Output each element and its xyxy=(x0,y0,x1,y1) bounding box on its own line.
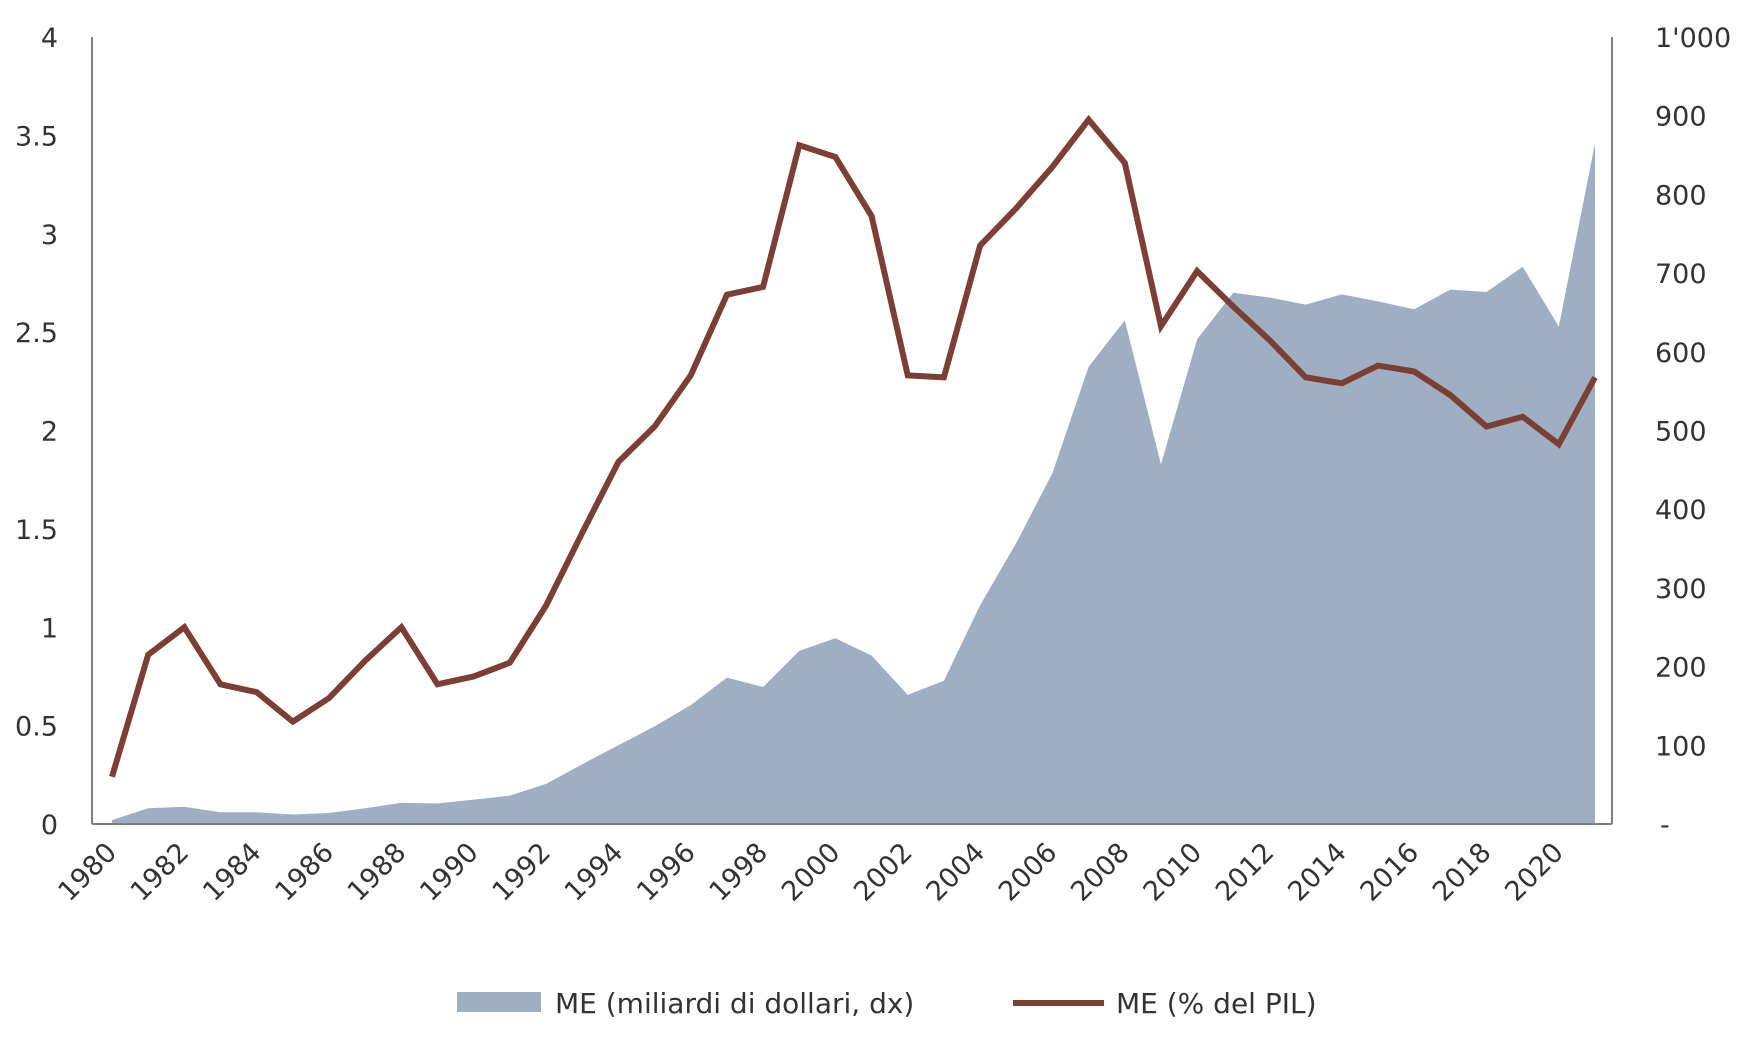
left-axis-tick-label: 0 xyxy=(41,810,58,841)
line-series-me-pct-gdp xyxy=(109,114,1598,778)
line-layer xyxy=(109,114,1598,778)
left-axis-tick-label: 1 xyxy=(41,613,58,644)
x-axis-tick-label: 2002 xyxy=(848,837,919,908)
x-axis-tick-label: 2018 xyxy=(1427,837,1498,908)
x-axis-tick-label: 1982 xyxy=(125,837,196,908)
left-axis-tick-label: 3.5 xyxy=(15,121,58,152)
left-axis-ticks: 0 0.5 1 1.5 2 2.5 3 3.5 4 xyxy=(15,23,58,841)
right-axis-tick-label: 300 xyxy=(1655,574,1707,605)
legend-label-area: ME (miliardi di dollari, dx) xyxy=(555,987,914,1020)
x-axis-tick-label: 2004 xyxy=(921,837,992,908)
right-axis-tick-label: 700 xyxy=(1655,259,1707,290)
right-axis-tick-label: 800 xyxy=(1655,180,1707,211)
left-axis-tick-label: 2 xyxy=(41,417,58,448)
x-axis-tick-label: 1980 xyxy=(52,837,123,908)
left-axis-tick-label: 3 xyxy=(41,220,58,251)
x-axis-tick-label: 2012 xyxy=(1210,837,1281,908)
left-axis-tick-label: 0.5 xyxy=(15,712,58,743)
x-axis-tick-label: 2006 xyxy=(993,837,1064,908)
right-axis-tick-label: - xyxy=(1660,810,1670,841)
right-axis-tick-label: 600 xyxy=(1655,338,1707,369)
right-axis-tick-label: 1'000 xyxy=(1655,23,1731,54)
legend: ME (miliardi di dollari, dx) ME (% del P… xyxy=(457,987,1317,1020)
left-axis-tick-label: 2.5 xyxy=(15,318,58,349)
area-series-me-billions xyxy=(112,143,1595,824)
x-axis-tick-label: 2008 xyxy=(1065,837,1136,908)
x-axis-tick-label: 1994 xyxy=(559,837,630,908)
x-axis-tick-label: 2000 xyxy=(776,837,847,908)
x-axis-tick-label: 1992 xyxy=(486,837,557,908)
right-axis-tick-label: 900 xyxy=(1655,102,1707,133)
left-axis-tick-label: 4 xyxy=(41,23,58,54)
x-axis-tick-label: 1990 xyxy=(414,837,485,908)
right-axis-tick-label: 100 xyxy=(1655,731,1707,762)
right-axis-tick-label: 400 xyxy=(1655,495,1707,526)
right-axis-tick-label: 200 xyxy=(1655,653,1707,684)
x-axis-ticks: 1980 1982 1984 1986 1988 1990 1992 1994 1996 1998… xyxy=(52,837,1569,908)
area-layer xyxy=(112,143,1595,824)
legend-label-line: ME (% del PIL) xyxy=(1116,987,1317,1020)
x-axis-tick-label: 1986 xyxy=(269,837,340,908)
x-axis-tick-label: 2014 xyxy=(1282,837,1353,908)
right-axis-tick-label: 500 xyxy=(1655,417,1707,448)
x-axis-tick-label: 1998 xyxy=(704,837,775,908)
x-axis-tick-label: 1996 xyxy=(631,837,702,908)
x-axis-tick-label: 1988 xyxy=(342,837,413,908)
x-axis-tick-label: 2010 xyxy=(1138,837,1209,908)
x-axis-tick-label: 2020 xyxy=(1499,837,1570,908)
left-axis-tick-label: 1.5 xyxy=(15,515,58,546)
legend-swatch-area xyxy=(457,992,541,1012)
axes-layer xyxy=(91,37,1613,825)
right-axis-ticks: - 100 200 300 400 500 600 700 800 900 1'000 xyxy=(1655,23,1731,841)
x-axis-tick-label: 2016 xyxy=(1355,837,1426,908)
x-axis-tick-label: 1984 xyxy=(197,837,268,908)
